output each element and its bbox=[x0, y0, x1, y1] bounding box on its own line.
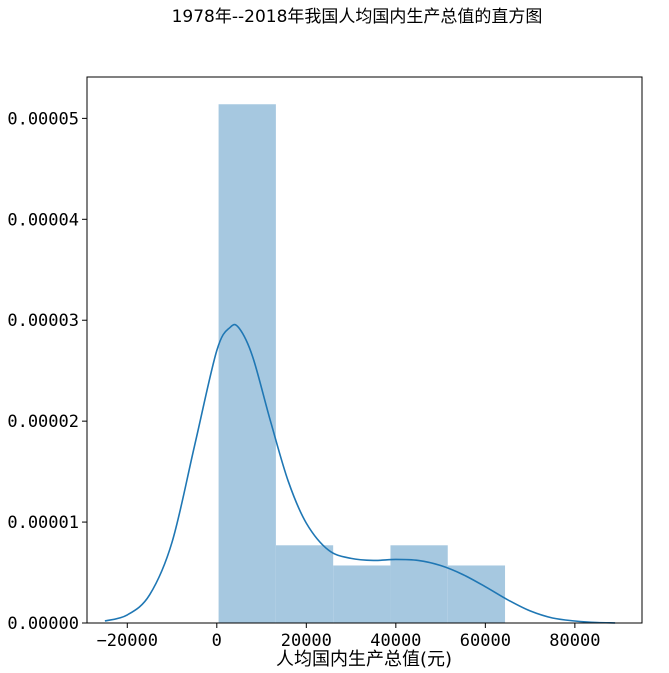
axes: −20000 0 20000 40000 60000 80000 0.00000 0.0000… bbox=[7, 109, 600, 651]
y-tick-label: 0.00005 bbox=[7, 109, 79, 129]
y-tick-label: 0.00001 bbox=[7, 513, 79, 533]
histogram-bar-3 bbox=[333, 565, 391, 623]
x-axis-label: 人均国内生产总值(元) bbox=[276, 649, 452, 670]
x-tick-label: 60000 bbox=[460, 631, 511, 651]
y-tick-label: 0.00000 bbox=[7, 614, 79, 634]
y-tick-label: 0.00004 bbox=[7, 210, 79, 230]
histogram-bar-5 bbox=[447, 565, 506, 623]
x-tick-label: 40000 bbox=[370, 631, 421, 651]
histogram-bar-4 bbox=[390, 545, 448, 623]
plot-area bbox=[104, 104, 616, 624]
histogram-bar-2 bbox=[275, 545, 334, 623]
x-tick-label: 20000 bbox=[281, 631, 332, 651]
x-tick-label: 0 bbox=[212, 631, 222, 651]
x-tick-label: 80000 bbox=[549, 631, 600, 651]
y-tick-label: 0.00002 bbox=[7, 412, 79, 432]
kde-curve bbox=[104, 323, 616, 624]
histogram-bar-1 bbox=[218, 104, 276, 624]
y-tick-label: 0.00003 bbox=[7, 311, 79, 331]
chart-title: 1978年--2018年我国人均国内生产总值的直方图 bbox=[172, 7, 543, 27]
x-tick-label: −20000 bbox=[97, 631, 158, 651]
axes-frame bbox=[86, 76, 643, 624]
